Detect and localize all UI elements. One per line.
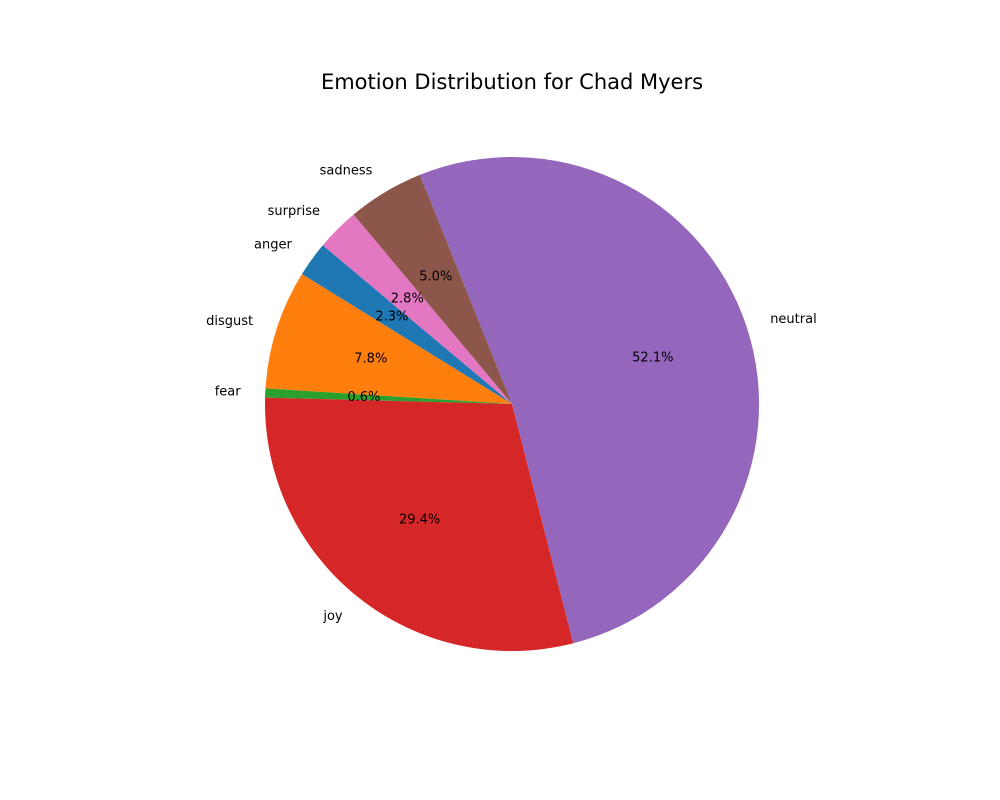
percent-label-joy: 29.4% xyxy=(399,512,440,527)
slice-label-disgust: disgust xyxy=(206,314,253,329)
slice-joy xyxy=(264,397,574,651)
percent-labels: 2.3% 7.8% 0.6% 29.4% 52.1% 5.0% 2.8% xyxy=(347,269,673,527)
slice-label-anger: anger xyxy=(254,237,292,252)
slice-label-joy: joy xyxy=(322,609,343,624)
percent-label-anger: 2.3% xyxy=(375,310,408,325)
slice-fear xyxy=(265,388,512,404)
pie-slices xyxy=(264,156,760,651)
slice-labels: anger disgust fear joy neutral sadness surpris… xyxy=(206,163,817,624)
percent-label-surprise: 2.8% xyxy=(391,292,424,307)
slice-label-neutral: neutral xyxy=(770,312,817,327)
slice-label-sadness: sadness xyxy=(320,163,373,178)
slice-label-fear: fear xyxy=(215,384,242,399)
percent-label-fear: 0.6% xyxy=(347,390,380,405)
percent-label-disgust: 7.8% xyxy=(354,352,387,367)
slice-disgust xyxy=(265,274,512,404)
slice-neutral xyxy=(419,156,760,644)
percent-label-neutral: 52.1% xyxy=(632,350,673,365)
percent-label-sadness: 5.0% xyxy=(419,269,452,284)
slice-surprise xyxy=(322,214,512,404)
slice-anger xyxy=(301,245,512,404)
chart-title: Emotion Distribution for Chad Myers xyxy=(321,70,703,94)
slice-sadness xyxy=(353,174,512,404)
slice-label-surprise: surprise xyxy=(268,204,320,219)
